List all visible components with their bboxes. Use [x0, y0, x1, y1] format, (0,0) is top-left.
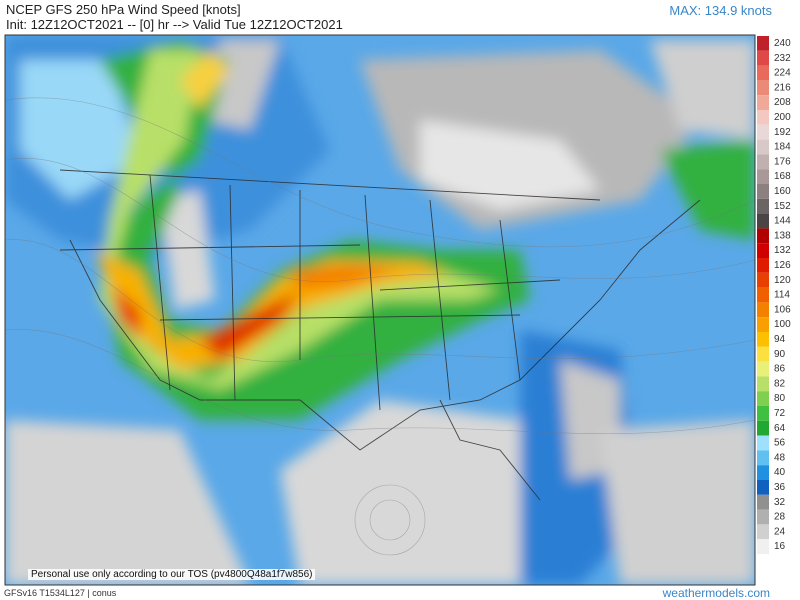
legend-swatch: [757, 184, 769, 199]
legend-label: 32: [774, 497, 786, 508]
legend-swatch: [757, 243, 769, 258]
legend-swatch: [757, 287, 769, 303]
legend-label: 240: [774, 38, 791, 49]
legend-swatch: [757, 198, 769, 214]
legend-label: 86: [774, 364, 786, 375]
map-title: NCEP GFS 250 hPa Wind Speed [knots]: [6, 2, 241, 17]
legend-label: 90: [774, 349, 786, 360]
legend-label: 94: [774, 334, 786, 345]
legend-label: 100: [774, 319, 791, 330]
model-info: GFSv16 T1534L127 | conus: [4, 588, 117, 598]
legend-swatch: [757, 110, 769, 125]
legend-label: 40: [774, 467, 786, 478]
legend-swatch: [757, 494, 769, 510]
boundaries: [59, 169, 701, 501]
legend-label: 48: [774, 452, 786, 463]
legend-swatch: [757, 124, 769, 140]
legend-swatch: [757, 272, 769, 288]
legend-label: 192: [774, 127, 791, 138]
legend-swatch: [757, 480, 769, 495]
max-value: MAX: 134.9 knots: [669, 3, 772, 18]
wind-field: [5, 35, 755, 585]
legend-label: 126: [774, 260, 791, 271]
legend-label: 72: [774, 408, 786, 419]
streamlines: [5, 97, 755, 556]
legend-label: 138: [774, 230, 791, 241]
legend-swatch: [757, 539, 769, 554]
legend-label: 216: [774, 82, 791, 93]
legend-label: 16: [774, 541, 786, 552]
map-frame: [4, 34, 756, 586]
legend-label: 106: [774, 304, 791, 315]
legend-label: 200: [774, 112, 791, 123]
legend-swatch: [757, 465, 769, 480]
legend-swatch: [757, 317, 769, 332]
legend-swatch: [757, 420, 769, 436]
tos-notice: Personal use only according to our TOS (…: [28, 569, 316, 580]
legend-label: 160: [774, 186, 791, 197]
legend-label: 144: [774, 216, 791, 227]
legend-swatch: [757, 65, 769, 81]
legend-swatch: [757, 524, 769, 540]
color-legend: 240 232 224 216 208 200 192 184 176 168 160 152 144 1…: [757, 36, 791, 554]
legend-label: 82: [774, 378, 786, 389]
legend-label: 224: [774, 68, 791, 79]
legend-label: 24: [774, 526, 786, 537]
legend-swatch: [757, 361, 769, 377]
legend-swatch: [757, 450, 769, 466]
legend-label: 114: [774, 290, 790, 301]
legend-swatch: [757, 139, 769, 155]
legend-label: 184: [774, 142, 791, 153]
legend-label: 152: [774, 201, 791, 212]
legend-label: 28: [774, 512, 786, 523]
legend-label: 232: [774, 53, 791, 64]
legend-swatch: [757, 228, 769, 244]
legend-swatch: [757, 154, 769, 170]
legend-label: 176: [774, 156, 791, 167]
legend-swatch: [757, 50, 769, 66]
legend-swatch: [757, 332, 769, 347]
site-link[interactable]: weathermodels.com: [662, 586, 770, 600]
legend-swatch: [757, 391, 769, 406]
legend-swatch: [757, 302, 769, 318]
legend-label: 120: [774, 275, 791, 286]
legend-swatch: [757, 213, 769, 229]
legend-label: 56: [774, 438, 786, 449]
legend-label: 208: [774, 97, 791, 108]
legend-label: 36: [774, 482, 786, 493]
legend-label: 168: [774, 171, 791, 182]
legend-swatch: [757, 509, 769, 525]
legend-swatch: [757, 376, 769, 392]
legend-swatch: [757, 435, 769, 451]
legend-swatch: [757, 346, 769, 362]
legend-swatch: [757, 80, 769, 96]
map-subtitle: Init: 12Z12OCT2021 -- [0] hr --> Valid T…: [6, 17, 343, 32]
legend-label: 64: [774, 423, 786, 434]
legend-swatch: [757, 95, 769, 110]
legend-label: 132: [774, 245, 791, 256]
legend-label: 80: [774, 393, 786, 404]
legend-swatch: [757, 258, 769, 273]
legend-swatch: [757, 169, 769, 184]
legend-swatch: [757, 406, 769, 421]
legend-swatch: [757, 36, 769, 51]
